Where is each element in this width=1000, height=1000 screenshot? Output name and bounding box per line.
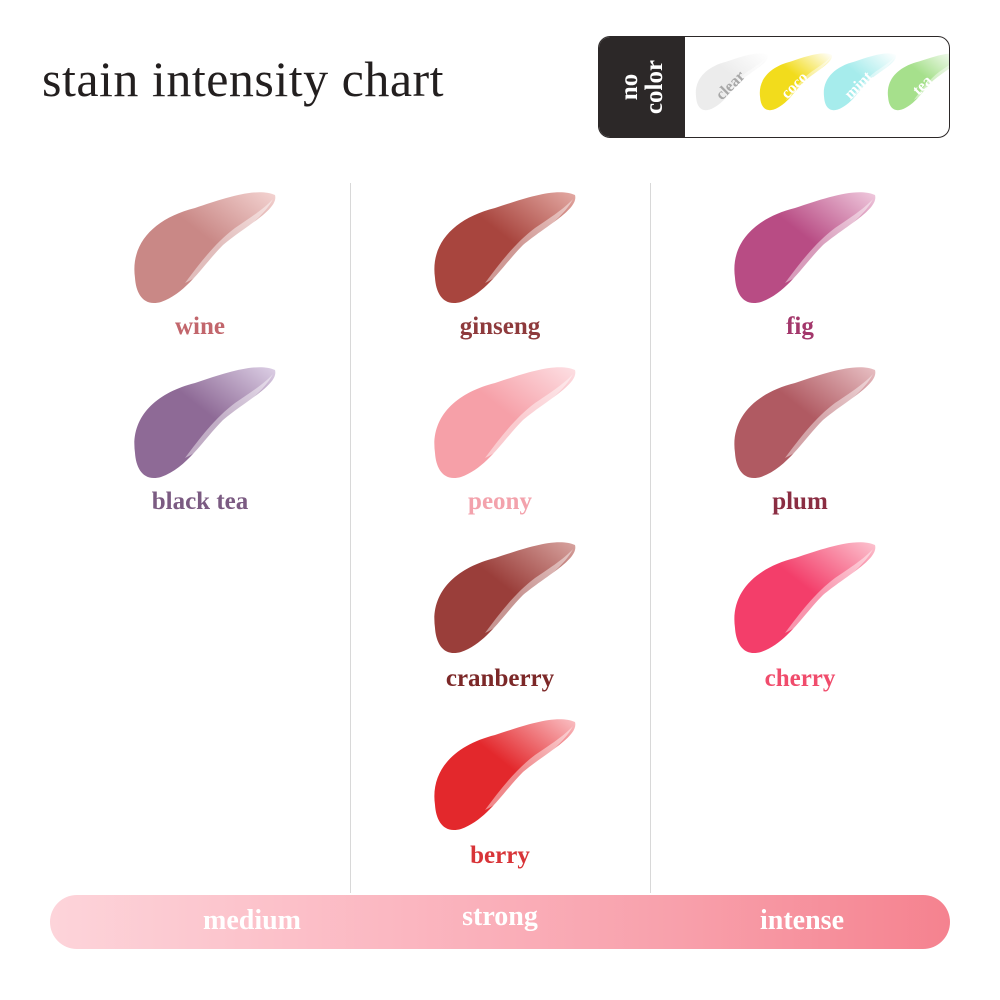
legend-swatch-coco: coco	[755, 47, 837, 127]
legend-heading-box: no color	[599, 37, 685, 137]
shade-label: cranberry	[445, 665, 555, 692]
legend-swatch-clear: clear	[691, 47, 773, 127]
shade-label: berry	[470, 842, 530, 869]
legend-heading: no color	[615, 59, 668, 115]
swatch-berry	[425, 710, 585, 840]
no-color-legend: no color clear coco mint tea	[598, 36, 950, 138]
scale-label-intense: intense	[760, 905, 844, 936]
shade-label: fig	[786, 313, 814, 340]
swatch-cranberry	[425, 533, 585, 663]
swatch-peony	[425, 358, 585, 488]
swatch-cherry	[725, 533, 885, 663]
swatch-fig	[725, 183, 885, 313]
column-divider	[650, 183, 651, 893]
legend-swatch-mint: mint	[819, 47, 901, 127]
swatch-plum	[725, 358, 885, 488]
shade-label: black tea	[151, 488, 249, 515]
shade-label: plum	[772, 488, 828, 515]
legend-swatch-tea: tea	[883, 47, 949, 127]
swatch-ginseng	[425, 183, 585, 313]
intensity-scale-bar: medium strong intense	[50, 895, 950, 949]
shade-label: peony	[468, 488, 532, 515]
shade-label: ginseng	[459, 313, 541, 340]
column-divider	[350, 183, 351, 893]
shade-label: wine	[175, 313, 225, 340]
shade-label: cherry	[764, 665, 836, 692]
page-title: stain intensity chart	[42, 51, 445, 107]
scale-label-medium: medium	[203, 905, 301, 936]
scale-label-strong: strong	[462, 901, 538, 932]
swatch-wine	[125, 183, 285, 313]
swatch-black-tea	[125, 358, 285, 488]
